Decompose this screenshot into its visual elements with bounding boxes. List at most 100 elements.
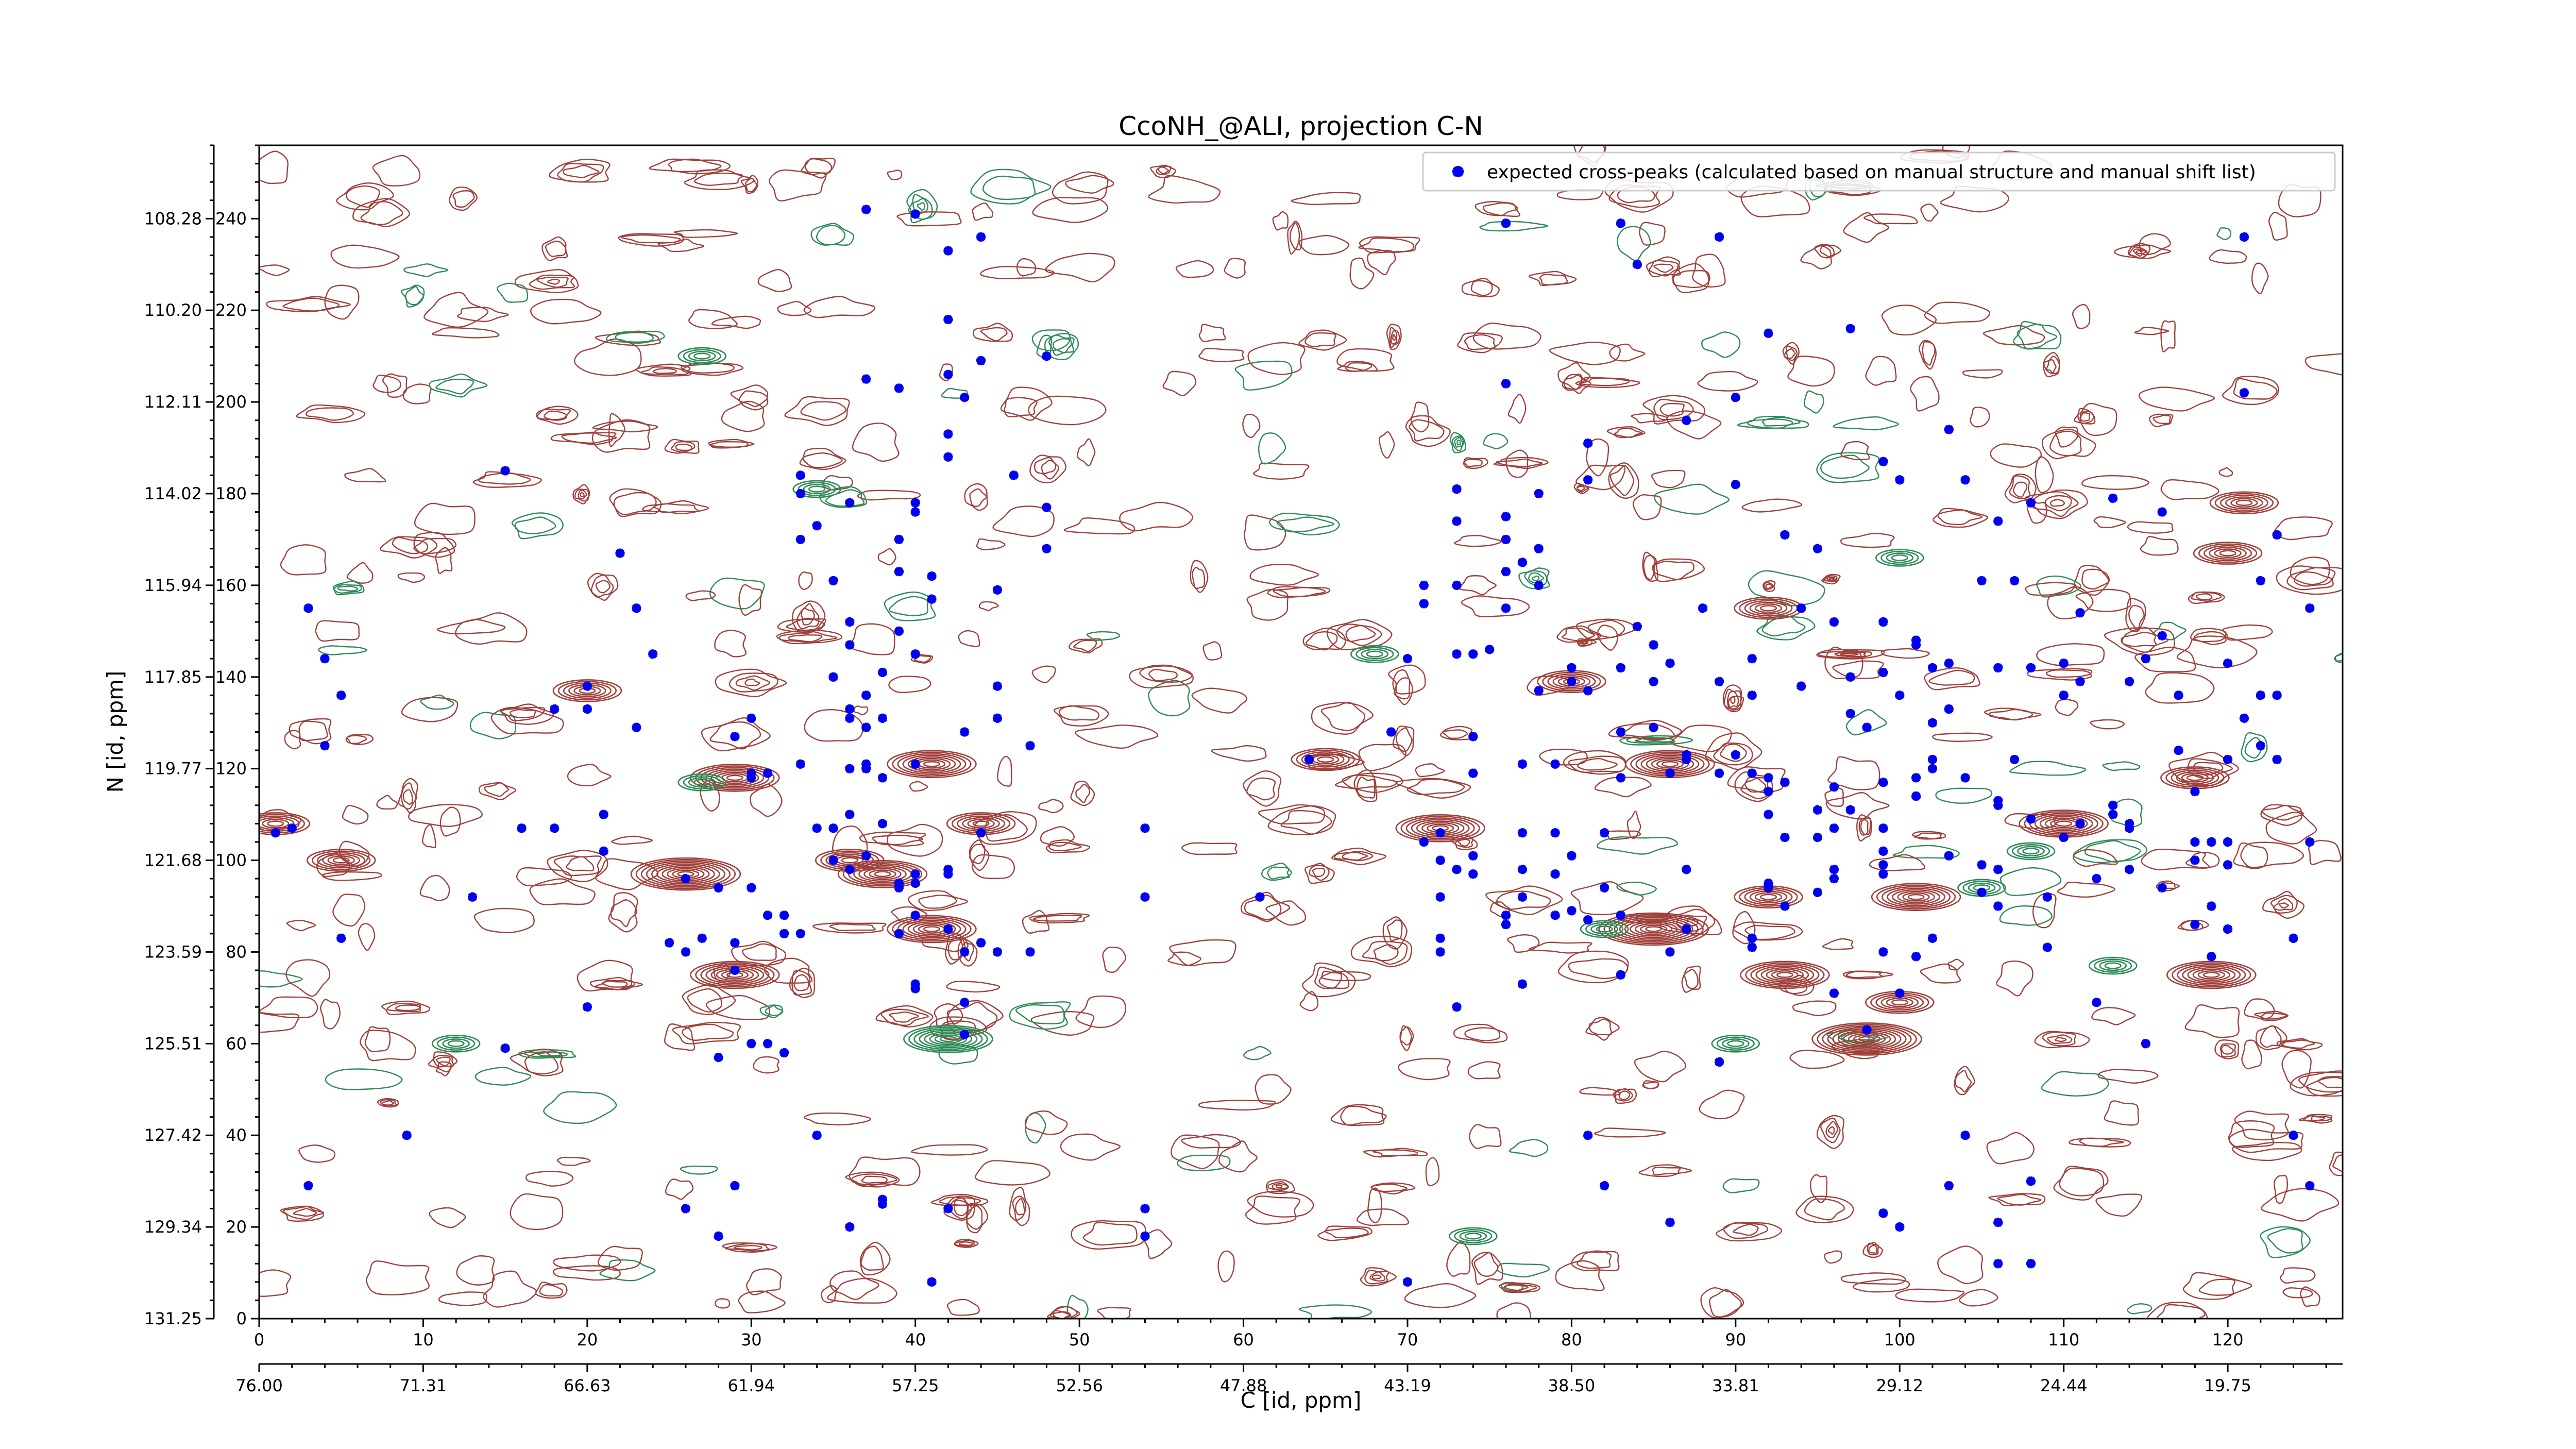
noise-contour	[1410, 401, 1430, 433]
noise-contour	[474, 1067, 532, 1086]
cross-peak-point	[2059, 690, 2069, 700]
cross-peak-point	[943, 869, 953, 879]
cross-peak-point	[1419, 837, 1429, 847]
cross-peak-point	[2108, 800, 2118, 810]
noise-contour	[1862, 1241, 1883, 1258]
cross-peak-point	[1927, 933, 1937, 943]
noise-contour	[738, 584, 762, 616]
noise-contour	[1852, 1278, 1910, 1293]
cross-peak-point	[2157, 631, 2167, 641]
cross-peak-point	[1468, 869, 1478, 879]
noise-contour	[750, 784, 783, 817]
x-tick-label: 50	[1069, 1330, 1090, 1350]
noise-contour	[1634, 1051, 1687, 1083]
noise-contour	[2261, 1188, 2340, 1222]
noise-contour	[1388, 664, 1426, 695]
cross-peak-point	[1435, 892, 1445, 902]
cross-peak-point	[599, 810, 608, 819]
cross-peak-point	[910, 507, 920, 517]
noise-contour	[852, 423, 900, 462]
cross-peak-point	[1025, 741, 1035, 751]
noise-contour	[1842, 970, 1894, 980]
noise-contour	[946, 981, 1001, 993]
cross-peak-point	[1600, 883, 1609, 892]
noise-contour	[1988, 1193, 2046, 1206]
noise-contour	[1999, 905, 2053, 926]
noise-contour	[2025, 582, 2077, 596]
cross-peak-point	[845, 865, 855, 874]
noise-contour	[2228, 1128, 2303, 1153]
noise-contour	[1045, 839, 1090, 854]
cross-peak-point	[1780, 778, 1790, 787]
noise-contour	[259, 1012, 300, 1033]
cross-peak-point	[714, 1231, 723, 1241]
cross-peak-point	[582, 1002, 592, 1012]
noise-contour	[642, 500, 709, 514]
noise-contour	[377, 1098, 399, 1108]
cross-peak-point	[2059, 833, 2069, 843]
cross-peak-point	[2108, 493, 2118, 503]
cross-peak-point	[2305, 1181, 2315, 1191]
noise-contour	[2218, 467, 2233, 477]
cross-peak-point	[2207, 901, 2216, 911]
noise-contour	[1190, 560, 1209, 593]
cross-peak-point	[910, 649, 920, 659]
noise-contour	[1609, 343, 1646, 362]
cross-peak-point	[2108, 810, 2118, 819]
cross-peak-point	[943, 315, 953, 324]
noise-contour	[1789, 1050, 1845, 1069]
noise-contour	[978, 601, 999, 611]
cross-peak-point	[1829, 823, 1839, 833]
noise-contour	[2184, 1004, 2240, 1038]
cross-peak-point	[1583, 439, 1593, 448]
cross-peak-point	[2026, 1176, 2036, 1186]
noise-contour	[2073, 839, 2148, 864]
noise-contour	[428, 1051, 458, 1073]
noise-contour	[1241, 891, 1291, 922]
noise-contour	[1954, 1066, 1975, 1096]
noise-contour	[381, 1000, 431, 1015]
cross-peak-point	[2190, 837, 2200, 847]
noise-contour	[1557, 362, 1590, 390]
noise-contour	[321, 871, 382, 881]
noise-contour	[1556, 625, 1602, 643]
noise-contour	[330, 244, 400, 269]
cross-peak-point	[1878, 860, 1888, 870]
noise-contour	[1697, 371, 1758, 392]
cross-peak-point	[1960, 773, 1970, 783]
cross-peak-point	[2125, 677, 2134, 686]
cross-peak-point	[2042, 892, 2052, 902]
cross-peak-point	[1993, 1259, 2003, 1269]
noise-contour	[1795, 1195, 1854, 1223]
noise-contour	[455, 612, 528, 645]
noise-contour	[1990, 443, 2042, 468]
cross-peak-point	[1845, 672, 1855, 682]
noise-contour	[553, 1265, 621, 1281]
noise-contour	[1040, 826, 1075, 847]
noise-contour	[1258, 432, 1286, 465]
noise-contour	[1198, 324, 1226, 343]
noise-contour	[2097, 1069, 2159, 1084]
noise-contour	[2262, 891, 2304, 919]
noise-contour	[859, 831, 926, 847]
x-tick-label: 20	[577, 1330, 598, 1350]
cross-peak-point	[1567, 851, 1577, 861]
noise-contour	[1671, 724, 1732, 752]
noise-contour	[438, 1291, 487, 1306]
noise-contour	[259, 150, 289, 184]
noise-contour	[1727, 766, 1786, 794]
x-tick-label: 110	[2048, 1330, 2079, 1350]
cross-peak-point	[1797, 603, 1806, 613]
noise-contour	[608, 892, 638, 933]
cross-peak-point	[894, 567, 904, 577]
cross-peak-point	[1944, 851, 1954, 861]
noise-contour	[2268, 211, 2288, 241]
cross-peak-point	[1764, 810, 1773, 819]
noise-contour	[1571, 1250, 1620, 1272]
cross-peak-point	[1550, 828, 1560, 838]
cross-peak-point	[615, 548, 625, 558]
cross-peak-point	[1435, 947, 1445, 957]
noise-contour	[572, 484, 590, 504]
cross-peak-point	[845, 764, 855, 773]
cross-peak-point	[1878, 869, 1888, 879]
